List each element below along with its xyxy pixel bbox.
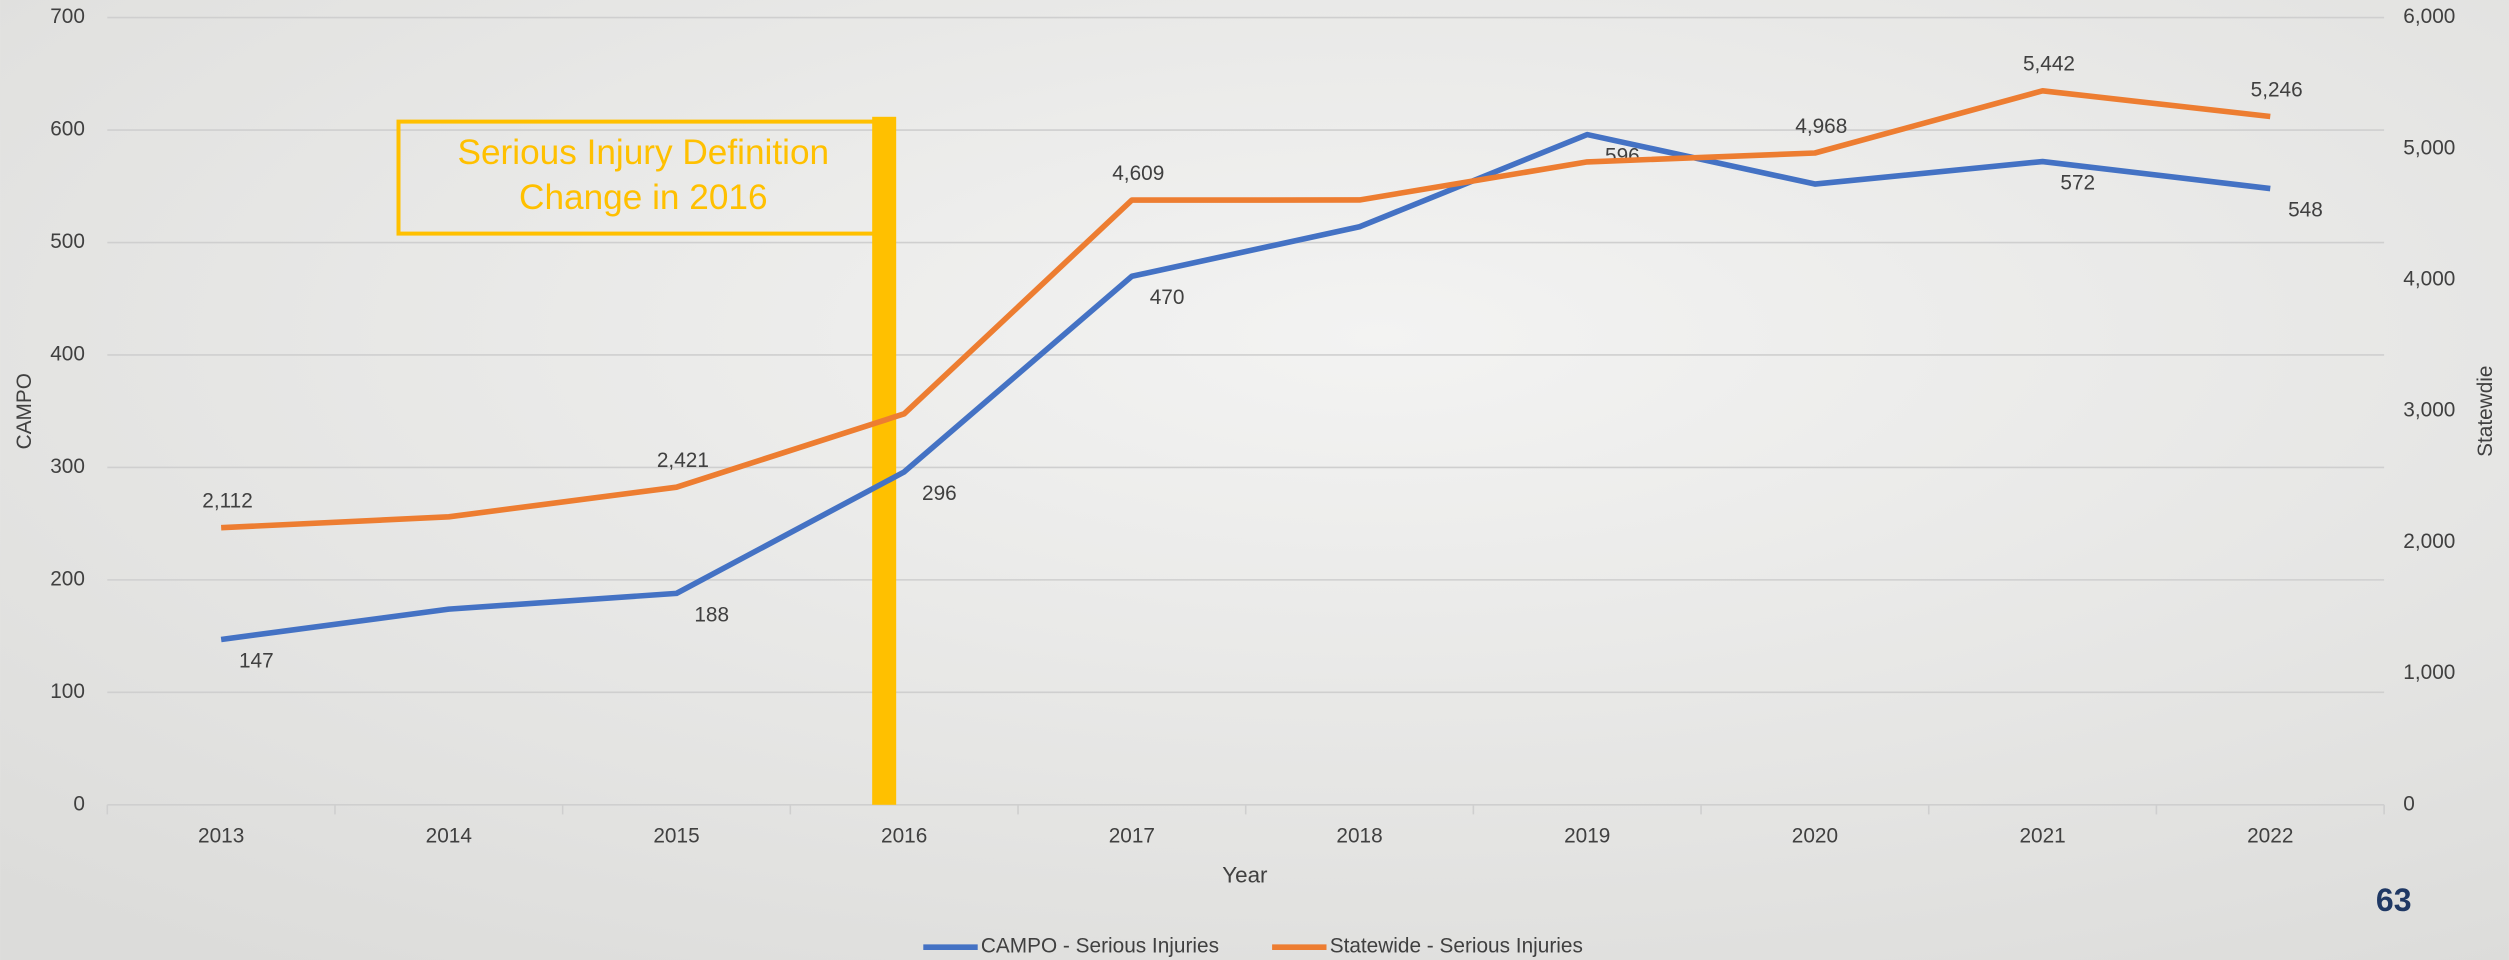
- y2-tick-label: 6,000: [2403, 5, 2455, 28]
- y-tick-label: 300: [50, 455, 85, 478]
- y2-tick-label: 0: [2403, 792, 2415, 815]
- series-line: [220, 131, 2271, 643]
- y-tick-label: 600: [50, 118, 85, 141]
- data-label: 4,609: [1112, 162, 1164, 185]
- y-tick-label: 400: [50, 342, 85, 365]
- y-tick-label: 500: [50, 230, 85, 253]
- x-tick-label: 2022: [2247, 824, 2293, 847]
- data-label: 572: [2060, 171, 2095, 194]
- data-label: 2,421: [657, 449, 709, 472]
- page-number: 63: [2376, 882, 2412, 918]
- data-label: 548: [2288, 198, 2323, 221]
- data-label: 188: [694, 603, 729, 626]
- y-tick-label: 100: [50, 680, 85, 703]
- x-tick-label: 2019: [1564, 824, 1610, 847]
- legend-label: CAMPO - Serious Injuries: [981, 935, 1219, 958]
- data-label: 147: [239, 649, 274, 672]
- x-tick-label: 2013: [198, 824, 244, 847]
- data-label: 296: [922, 482, 957, 505]
- data-label: 596: [1605, 144, 1640, 167]
- y2-axis-title: Statewdie: [2474, 366, 2497, 457]
- x-tick-label: 2016: [881, 824, 927, 847]
- y2-tick-label: 2,000: [2403, 530, 2455, 553]
- data-label: 5,246: [2251, 78, 2303, 101]
- y2-tick-label: 3,000: [2403, 399, 2455, 422]
- x-tick-label: 2020: [1792, 824, 1838, 847]
- annotation-text: Serious Injury Definition Change in 2016: [457, 133, 829, 217]
- x-axis-title: Year: [1222, 863, 1268, 888]
- x-tick-label: 2021: [2019, 824, 2065, 847]
- data-label: 5,442: [2023, 53, 2075, 76]
- data-label: 470: [1150, 286, 1185, 309]
- y-tick-label: 200: [50, 567, 85, 590]
- data-label: 4,968: [1795, 115, 1847, 138]
- y-tick-label: 0: [73, 792, 85, 815]
- legend-label: Statewide - Serious Injuries: [1330, 935, 1583, 958]
- y2-tick-label: 1,000: [2403, 661, 2455, 684]
- x-tick-label: 2017: [1109, 824, 1155, 847]
- annotation-box: [396, 119, 879, 236]
- data-label: 2,112: [202, 490, 253, 513]
- x-tick-label: 2015: [653, 824, 699, 847]
- y-axis-title: CAMPO: [13, 373, 36, 449]
- y2-tick-label: 4,000: [2403, 268, 2455, 291]
- x-tick-label: 2018: [1336, 824, 1382, 847]
- y-tick-label: 700: [50, 5, 85, 28]
- x-tick-label: 2014: [426, 824, 472, 847]
- y2-tick-label: 5,000: [2403, 136, 2455, 159]
- series-line: [221, 88, 2271, 531]
